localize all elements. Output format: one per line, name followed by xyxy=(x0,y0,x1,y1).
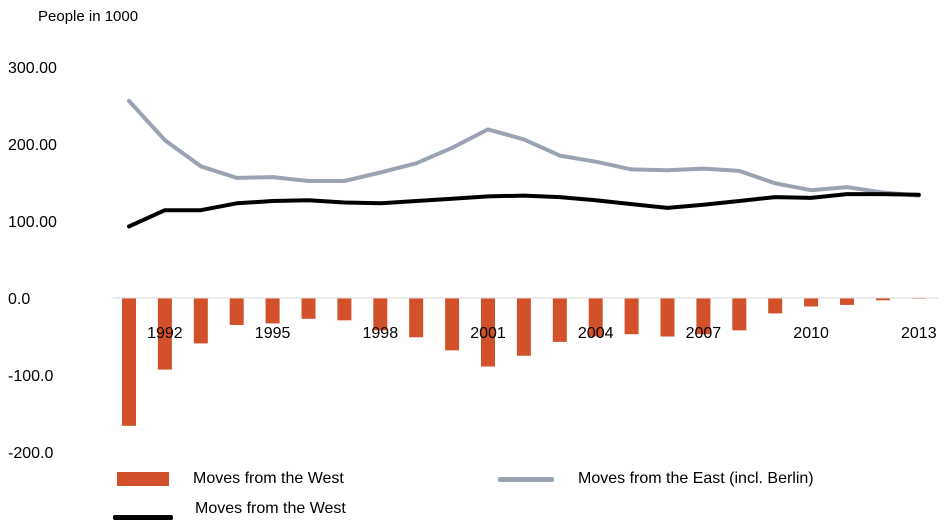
legend-label-bar: Moves from the West xyxy=(193,470,344,487)
bar-series xyxy=(122,298,926,426)
legend-item-bar: Moves from the West xyxy=(117,470,344,488)
x-tick-label: 1995 xyxy=(255,325,291,342)
legend-swatch-east-line xyxy=(498,476,554,482)
bar-2004 xyxy=(588,298,603,337)
line-series xyxy=(127,98,921,229)
bar-1993 xyxy=(193,298,208,344)
x-tick-label: 2007 xyxy=(686,325,722,342)
bar-1999 xyxy=(409,298,424,338)
y-axis-unit-label: People in 1000 xyxy=(38,8,139,25)
bar-1994 xyxy=(229,298,244,325)
x-tick-label: 2004 xyxy=(578,325,614,342)
bar-2008 xyxy=(732,298,747,331)
x-tick-label: 2013 xyxy=(901,325,937,342)
y-tick-label: 100.00 xyxy=(8,214,57,231)
bar-1991 xyxy=(122,298,136,426)
x-axis-ticks: 1992 1995 1998 2001 2004 2007 2010 2013 xyxy=(147,325,937,342)
legend-item-east-line: Moves from the East (incl. Berlin) xyxy=(498,470,814,488)
bar-1997 xyxy=(337,298,352,321)
bar-1998 xyxy=(373,298,388,331)
line-moves-from-west xyxy=(127,192,921,229)
x-tick-label: 2001 xyxy=(470,325,506,342)
bar-1992 xyxy=(157,298,172,370)
x-tick-label: 1998 xyxy=(363,325,399,342)
bar-2002 xyxy=(516,298,531,356)
bar-2012 xyxy=(875,298,890,301)
bar-2001 xyxy=(481,298,495,367)
bar-2006 xyxy=(660,298,675,337)
bar-2005 xyxy=(624,298,639,335)
y-tick-label: -200.0 xyxy=(8,445,53,462)
bar-2010 xyxy=(804,298,819,307)
y-tick-label: 300.00 xyxy=(8,60,57,77)
bar-2007 xyxy=(696,298,711,335)
y-tick-label: -100.0 xyxy=(8,368,53,385)
bar-1995 xyxy=(265,298,280,324)
y-axis-ticks: 300.00 200.00 100.00 0.0 -100.0 -200.0 xyxy=(8,60,57,462)
bar-2011 xyxy=(840,298,854,305)
x-tick-label: 2010 xyxy=(793,325,829,342)
legend-label-east-line: Moves from the East (incl. Berlin) xyxy=(578,470,814,487)
line-moves-from-east xyxy=(127,98,921,198)
bar-1996 xyxy=(301,298,316,319)
bar-2009 xyxy=(768,298,783,314)
y-tick-label: 0.0 xyxy=(8,291,30,308)
bar-2000 xyxy=(445,298,460,351)
x-tick-label: 1992 xyxy=(147,325,183,342)
y-tick-label: 200.00 xyxy=(8,137,57,154)
legend-swatch-west-line xyxy=(113,514,173,520)
legend-swatch-bar xyxy=(117,472,169,486)
bar-2003 xyxy=(552,298,567,342)
legend-label-west-line: Moves from the West xyxy=(195,500,346,517)
legend-item-west-line: Moves from the West xyxy=(113,500,346,526)
